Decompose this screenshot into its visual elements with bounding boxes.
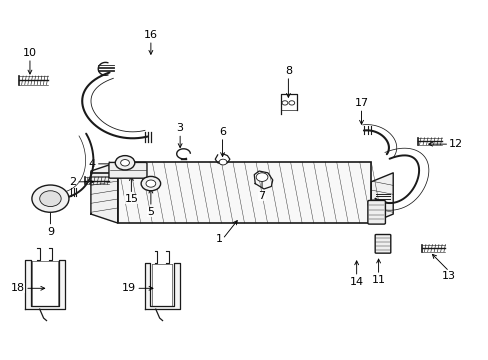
FancyBboxPatch shape (367, 201, 385, 224)
Text: 13: 13 (441, 271, 455, 282)
Text: 6: 6 (219, 127, 225, 137)
Polygon shape (91, 162, 118, 223)
Text: 8: 8 (284, 66, 291, 76)
Circle shape (282, 101, 287, 105)
Polygon shape (370, 173, 392, 223)
Text: 15: 15 (124, 194, 138, 204)
Text: 2: 2 (69, 177, 76, 187)
Text: 18: 18 (11, 283, 25, 293)
Text: 9: 9 (47, 226, 54, 237)
Text: 3: 3 (176, 123, 183, 134)
Circle shape (146, 180, 156, 187)
Text: 14: 14 (349, 277, 363, 287)
Circle shape (115, 156, 135, 170)
Text: 10: 10 (23, 48, 37, 58)
Text: 11: 11 (371, 275, 385, 285)
FancyBboxPatch shape (374, 234, 390, 253)
Text: 12: 12 (448, 139, 463, 149)
Circle shape (256, 173, 267, 181)
Circle shape (219, 159, 226, 165)
Bar (118, 162, 370, 223)
Polygon shape (144, 263, 179, 309)
Circle shape (40, 191, 61, 207)
Text: 16: 16 (143, 30, 158, 40)
FancyBboxPatch shape (109, 162, 147, 178)
Text: 17: 17 (354, 98, 368, 108)
Circle shape (121, 159, 129, 166)
Text: 19: 19 (122, 283, 136, 293)
Text: 1: 1 (215, 234, 222, 244)
Polygon shape (25, 260, 65, 309)
Circle shape (288, 101, 294, 105)
Circle shape (141, 176, 160, 191)
Text: 7: 7 (258, 191, 265, 201)
Circle shape (32, 185, 69, 212)
Text: 5: 5 (147, 207, 154, 217)
Text: 4: 4 (88, 159, 96, 169)
